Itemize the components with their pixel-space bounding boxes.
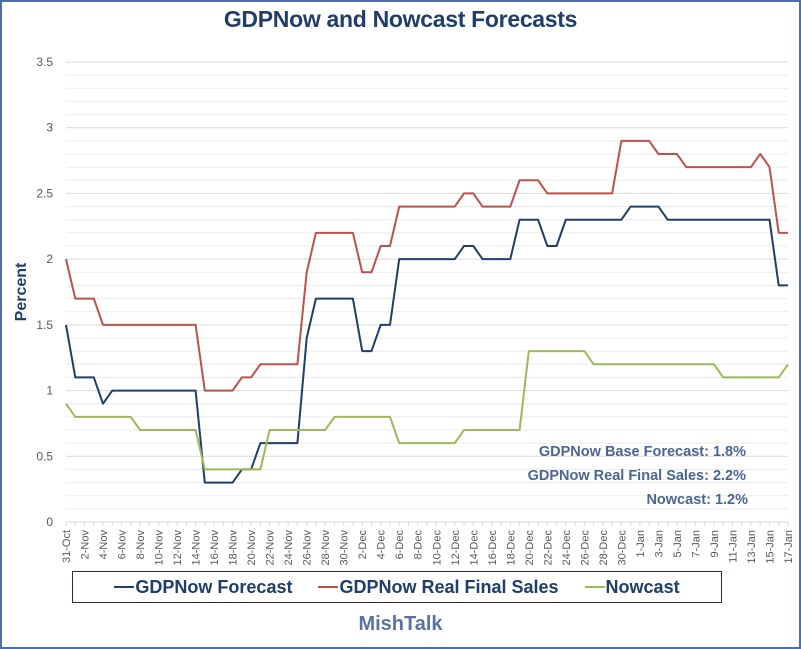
x-tick-label: 12-Dec <box>450 530 462 566</box>
x-axis: 31-Oct 2-Nov 4-Nov 6-Nov 8-Nov 10-Nov 12-Nov 14… <box>61 521 795 566</box>
x-tick-label: 14-Dec <box>468 530 480 566</box>
x-tick-label: 3-Jan <box>653 530 665 558</box>
series-line-gdpnow-forecast <box>65 205 788 484</box>
x-tick-label: 15-Jan <box>764 530 776 564</box>
series-line-gdpnow-real-final-sales <box>65 139 788 392</box>
x-tick-label: 16-Nov <box>209 530 221 566</box>
x-tick-label: 6-Dec <box>394 530 406 560</box>
x-tick-label: 24-Nov <box>283 530 295 566</box>
y-tick-label: 0.5 <box>36 449 53 463</box>
x-tick-label: 11-Jan <box>727 530 739 563</box>
x-tick-label: 16-Dec <box>487 530 499 566</box>
x-tick-label: 26-Nov <box>302 530 314 566</box>
y-axis-label: Percent <box>13 262 30 321</box>
x-tick-label: 4-Dec <box>376 530 388 560</box>
y-axis-ticks: 0 0.5 1 1.5 2 2.5 3 3.5 <box>36 55 53 529</box>
x-tick-label: 22-Dec <box>542 530 554 566</box>
y-tick-label: 3 <box>46 121 53 135</box>
x-tick-label: 2-Dec <box>357 530 369 560</box>
y-tick-label: 0 <box>46 515 53 529</box>
y-tick-label: 2.5 <box>36 186 53 200</box>
x-tick-label: 31-Oct <box>61 530 73 563</box>
x-tick-label: 28-Nov <box>320 530 332 566</box>
y-tick-label: 3.5 <box>36 55 53 69</box>
x-tick-label: 7-Jan <box>690 530 702 558</box>
x-tick-label: 1-Jan <box>635 530 647 558</box>
x-tick-label: 12-Nov <box>172 530 184 566</box>
x-tick-label: 10-Dec <box>431 530 443 566</box>
x-tick-label: 30-Nov <box>339 530 351 566</box>
legend-label: GDPNow Forecast <box>135 576 293 597</box>
x-tick-label: 18-Dec <box>505 530 517 566</box>
x-tick-label: 14-Nov <box>191 530 203 566</box>
x-tick-label: 9-Jan <box>709 530 721 558</box>
gridlines <box>66 61 788 510</box>
x-tick-label: 10-Nov <box>154 530 166 566</box>
x-tick-label: 28-Dec <box>598 530 610 566</box>
chart-title: GDPNow and Nowcast Forecasts <box>223 6 578 32</box>
x-tick-label: 26-Dec <box>579 530 591 566</box>
legend-swatch-nowcast <box>584 585 605 589</box>
x-tick-label: 30-Dec <box>616 530 628 566</box>
chart-legend: GDPNow Forecast GDPNow Real Final Sales … <box>72 571 722 603</box>
annotation-nowcast: Nowcast: 1.2% <box>646 492 748 508</box>
annotations: GDPNow Base Forecast: 1.8% GDPNow Real F… <box>528 444 748 508</box>
x-tick-label: 8-Dec <box>413 530 425 560</box>
x-tick-label: 2-Nov <box>80 530 92 560</box>
x-tick-label: 13-Jan <box>746 530 758 564</box>
x-tick-label: 4-Nov <box>98 530 110 560</box>
legend-item-real-final-sales: GDPNow Real Final Sales <box>318 576 559 598</box>
series-lines <box>65 139 789 484</box>
series-line-nowcast <box>65 350 789 471</box>
x-tick-label: 20-Nov <box>246 530 258 566</box>
footer-brand: MishTalk <box>358 613 443 635</box>
annotation-real-final-sales: GDPNow Real Final Sales: 2.2% <box>528 468 746 484</box>
y-tick-label: 1 <box>46 384 53 398</box>
x-tick-label: 20-Dec <box>524 530 536 566</box>
y-tick-label: 2 <box>46 252 53 266</box>
x-tick-label: 6-Nov <box>117 530 129 560</box>
legend-swatch-real-final-sales <box>318 585 339 589</box>
x-tick-label: 5-Jan <box>672 530 684 558</box>
legend-label: Nowcast <box>605 576 680 597</box>
x-tick-label: 17-Jan <box>783 530 795 564</box>
x-tick-label: 24-Dec <box>561 530 573 566</box>
legend-item-gdpnow-forecast: GDPNow Forecast <box>114 577 292 598</box>
legend-swatch-gdpnow-forecast <box>114 585 135 589</box>
y-tick-label: 1.5 <box>36 318 53 332</box>
annotation-base-forecast: GDPNow Base Forecast: 1.8% <box>539 444 746 460</box>
x-tick-label: 18-Nov <box>228 530 240 566</box>
legend-label: GDPNow Real Final Sales <box>339 576 559 597</box>
x-tick-label: 8-Nov <box>135 530 147 560</box>
legend-item-nowcast: Nowcast <box>584 576 680 598</box>
x-tick-label: 22-Nov <box>265 530 277 566</box>
